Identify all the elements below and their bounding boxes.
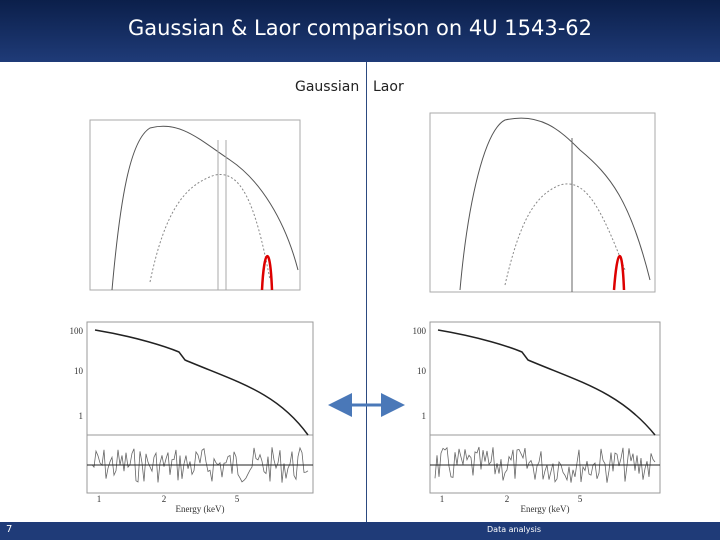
x-tick-label: 1 — [440, 494, 445, 504]
spectrum-gaussian — [89, 119, 301, 291]
x-axis-label: Energy (keV) — [175, 504, 224, 514]
x-tick-label: 5 — [578, 494, 583, 504]
frame — [86, 321, 314, 494]
frame — [429, 321, 661, 494]
residuals — [434, 446, 656, 483]
x-tick-label: 1 — [97, 494, 102, 504]
x-tick-label: 2 — [505, 494, 510, 504]
model-curve — [437, 329, 656, 436]
label-left: Gaussian — [295, 79, 360, 95]
footer-bar — [0, 522, 720, 540]
section: Data analysis — [487, 525, 542, 534]
x-tick-label: 5 — [235, 494, 240, 504]
y-tick-label: 100 — [413, 326, 427, 336]
model-curve — [94, 329, 309, 436]
title: Gaussian & Laor comparison on 4U 1543-62 — [127, 16, 593, 40]
x-axis-label: Energy (keV) — [520, 504, 569, 514]
page-number: 7 — [6, 524, 13, 535]
y-tick-label: 1 — [422, 411, 427, 421]
y-tick-label: 10 — [74, 366, 84, 376]
x-tick-label: 2 — [162, 494, 167, 504]
label-right: Laor — [373, 79, 404, 95]
plots: 100 10 1 1 2 5 Energy (keV) 100 10 1 1 2 5 Energy (ke… — [70, 112, 661, 514]
residual-panels: 100 10 1 1 2 5 Energy (keV) 100 10 1 1 2 5 Energy (ke… — [70, 321, 661, 514]
title-bar — [0, 0, 720, 62]
y-tick-label: 100 — [70, 326, 84, 336]
y-tick-label: 10 — [417, 366, 427, 376]
residuals — [91, 446, 309, 483]
spectrum-laor — [429, 112, 656, 293]
y-tick-label: 1 — [79, 411, 84, 421]
divider — [366, 62, 367, 522]
